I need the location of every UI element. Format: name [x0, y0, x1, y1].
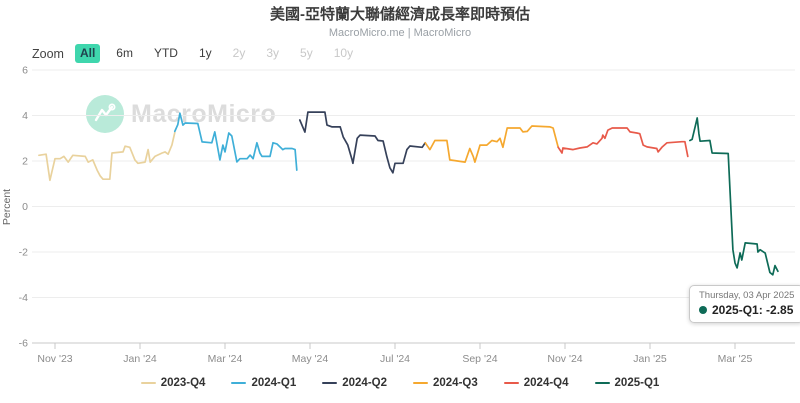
legend-item-2024-Q1[interactable]: 2024-Q1 [231, 377, 296, 389]
zoom-range-button-5y: 5y [300, 46, 313, 60]
svg-text:-2: -2 [19, 247, 28, 259]
legend-item-2024-Q3[interactable]: 2024-Q3 [413, 377, 478, 389]
legend-item-2023-Q4[interactable]: 2023-Q4 [140, 377, 206, 389]
svg-text:Mar '24: Mar '24 [208, 353, 243, 365]
tooltip-date: Thursday, 03 Apr 2025 [699, 290, 795, 301]
series-2025-Q1[interactable] [689, 117, 779, 276]
zoom-range-button-3y: 3y [266, 46, 280, 60]
legend-swatch [503, 381, 519, 385]
y-axis-labels: 6 4 2 0 -2 -4 -6 [19, 65, 29, 350]
series-2024-Q3[interactable] [424, 125, 560, 163]
legend-label: 2023-Q4 [160, 377, 206, 389]
svg-text:Sep '24: Sep '24 [462, 353, 497, 365]
svg-text:Mar '25: Mar '25 [718, 353, 753, 365]
watermark-text: MacroMicro [131, 99, 277, 128]
legend-swatch [413, 381, 428, 385]
zoom-range-button-ytd[interactable]: YTD [153, 46, 178, 60]
watermark: MacroMicro [86, 95, 276, 133]
legend-swatch [594, 381, 610, 385]
tooltip-series-dot [699, 306, 707, 314]
legend-swatch [140, 381, 156, 385]
svg-text:Jan '24: Jan '24 [123, 353, 157, 365]
series-2024-Q2[interactable] [298, 111, 427, 174]
zoom-range-button-all[interactable]: All [74, 44, 101, 63]
legend-label: 2024-Q1 [251, 377, 297, 389]
legend-swatch [231, 381, 247, 385]
legend-label: 2025-Q1 [614, 377, 660, 389]
gridlines [32, 69, 795, 344]
series-2024-Q4[interactable] [557, 127, 689, 158]
zoom-range-button-10y: 10y [333, 46, 354, 60]
legend-label: 2024-Q4 [523, 377, 569, 389]
svg-text:4: 4 [22, 110, 28, 122]
zoom-range-button-6m[interactable]: 6m [116, 46, 133, 60]
x-axis-labels: Nov '23 Jan '24 Mar '24 May '24 Jul '24 Sep '… [37, 343, 753, 365]
svg-text:0: 0 [22, 201, 28, 213]
page-title: 美國-亞特蘭大聯儲經濟成長率即時預估 [270, 6, 530, 23]
chart-header: 美國-亞特蘭大聯儲經濟成長率即時預估 MacroMicro.me | Macro… [0, 5, 800, 39]
legend-label: 2024-Q3 [433, 377, 478, 389]
tooltip-value-row: 2025-Q1: -2.85 [699, 303, 794, 317]
legend-item-2024-Q4[interactable]: 2024-Q4 [503, 377, 569, 389]
legend-swatch [322, 381, 338, 385]
zoom-range-button-1y[interactable]: 1y [198, 46, 212, 60]
svg-text:Jul '24: Jul '24 [380, 353, 410, 365]
svg-text:-4: -4 [19, 292, 28, 304]
zoom-range-button-2y: 2y [232, 46, 246, 60]
y-axis-title: Percent [1, 189, 13, 225]
page-subtitle: MacroMicro.me | MacroMicro [328, 27, 472, 39]
series-2023-Q4[interactable] [38, 131, 176, 182]
zoom-toolbar: Zoom All 6m YTD 1y 2y 3y 5y 10y [32, 44, 358, 63]
legend-item-2024-Q2[interactable]: 2024-Q2 [322, 377, 387, 389]
chart-legend: 2023-Q4 2024-Q1 2024-Q2 2024-Q3 2024-Q4 2025-… [0, 377, 800, 389]
svg-text:Nov '23: Nov '23 [37, 353, 72, 365]
svg-text:Nov '24: Nov '24 [547, 353, 582, 365]
svg-text:May '24: May '24 [292, 353, 329, 365]
zoom-label: Zoom [32, 46, 64, 61]
svg-text:Jan '25: Jan '25 [633, 353, 667, 365]
svg-text:6: 6 [22, 65, 28, 77]
legend-label: 2024-Q2 [342, 377, 387, 389]
svg-text:-6: -6 [19, 338, 28, 350]
chart-tooltip: Thursday, 03 Apr 2025 2025-Q1: -2.85 [689, 285, 800, 323]
series-2024-Q1[interactable] [173, 112, 298, 171]
legend-item-2025-Q1[interactable]: 2025-Q1 [594, 377, 660, 389]
series-lines[interactable] [38, 111, 779, 276]
svg-text:2: 2 [22, 156, 28, 168]
tooltip-value-text: 2025-Q1: -2.85 [712, 303, 794, 317]
